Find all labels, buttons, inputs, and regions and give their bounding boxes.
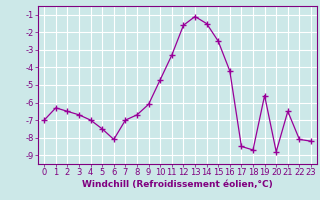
X-axis label: Windchill (Refroidissement éolien,°C): Windchill (Refroidissement éolien,°C) [82, 180, 273, 189]
